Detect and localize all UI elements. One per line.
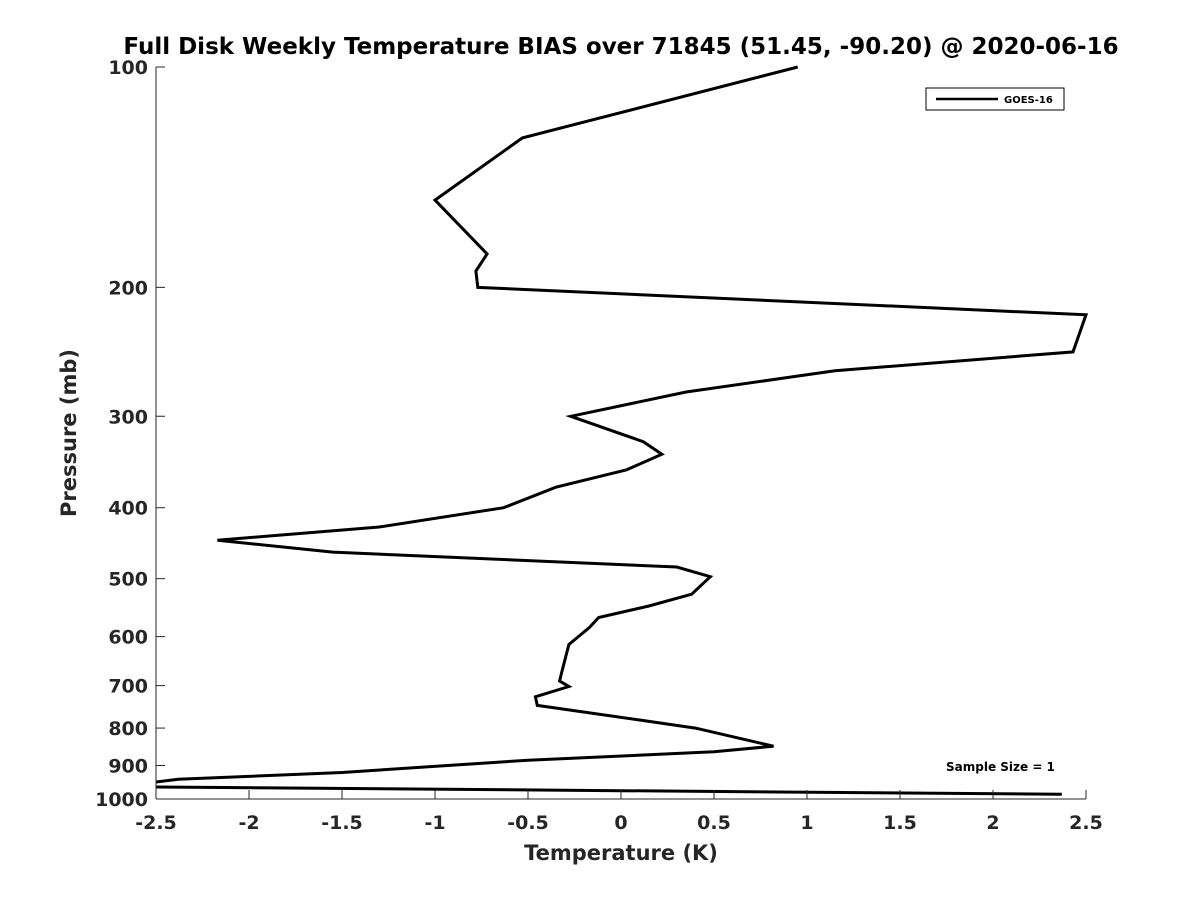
y-tick-label: 400: [108, 498, 148, 520]
x-tick-label: 2.5: [1069, 812, 1103, 834]
y-tick-label: 900: [108, 756, 148, 778]
x-tick-label: -1: [424, 812, 445, 834]
x-tick-label: -2: [238, 812, 259, 834]
x-tick-label: 1: [800, 812, 813, 834]
sample-size-note: Sample Size = 1: [946, 760, 1055, 774]
series-layer: [155, 65, 1089, 796]
x-tick-label: 1.5: [883, 812, 917, 834]
x-tick-label: 2: [986, 812, 999, 834]
y-tick-label: 1000: [95, 789, 148, 811]
y-tick-label: 200: [108, 277, 148, 299]
legend: GOES-16: [925, 87, 1065, 111]
y-tick-label: 100: [108, 57, 148, 79]
x-ticks: -2.5 -2 -1.5 -1 -0.5 0 0.5 1 1.5 2 2.5: [135, 790, 1103, 834]
x-tick-label: -0.5: [507, 812, 549, 834]
chart-title: Full Disk Weekly Temperature BIAS over 7…: [123, 34, 1118, 60]
y-tick-label: 500: [108, 569, 148, 591]
y-tick-label: 700: [108, 676, 148, 698]
series-line-1: [155, 785, 1062, 796]
x-tick-label: -2.5: [135, 812, 177, 834]
x-tick-label: 0.5: [697, 812, 731, 834]
y-tick-label: 800: [108, 718, 148, 740]
x-tick-label: 0: [614, 812, 627, 834]
x-tick-label: -1.5: [321, 812, 363, 834]
y-tick-label: 300: [108, 406, 148, 428]
x-axis-label: Temperature (K): [524, 841, 718, 865]
y-ticks: 100 200 300 400 500 600 700 800 900 1000: [95, 57, 165, 811]
series-line-0: [155, 65, 1089, 784]
y-axis-label: Pressure (mb): [57, 349, 81, 517]
legend-label-goes-16: GOES-16: [1004, 95, 1053, 106]
y-tick-label: 600: [108, 627, 148, 649]
